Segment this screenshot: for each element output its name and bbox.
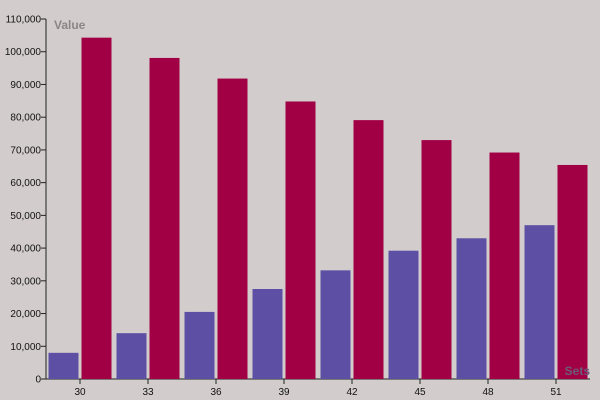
y-tick-label: 80,000 <box>10 113 41 124</box>
y-tick-label: 10,000 <box>10 342 41 353</box>
bar-series-2 <box>217 78 248 380</box>
y-tick-label: 60,000 <box>10 178 41 189</box>
x-tick-label: 30 <box>74 387 86 398</box>
bar-series-2 <box>149 57 180 379</box>
x-axis-title: Sets <box>565 364 591 378</box>
bar-series-2 <box>421 140 452 379</box>
y-axis: 0 10,000 20,000 30,000 40,000 50,000 60,000 70,… <box>5 15 47 386</box>
bar-series-2 <box>285 101 316 380</box>
y-tick-label: 40,000 <box>10 244 41 255</box>
bar-series-1 <box>116 333 147 379</box>
bar-series-1 <box>456 238 487 379</box>
bar-series-1 <box>320 270 351 379</box>
y-tick-label: 0 <box>35 375 41 386</box>
y-axis-title: Value <box>54 18 86 32</box>
bar-series-2 <box>489 152 520 379</box>
x-tick-label: 33 <box>142 387 154 398</box>
y-tick-label: 110,000 <box>6 15 42 26</box>
bar-series-1 <box>524 225 555 379</box>
x-tick-label: 45 <box>414 387 426 398</box>
y-tick-label: 20,000 <box>10 309 41 320</box>
x-axis: 30 33 36 39 42 45 48 51 <box>46 378 590 398</box>
bar-series-2 <box>81 37 112 380</box>
x-tick-label: 51 <box>550 387 562 398</box>
x-tick-label: 39 <box>278 387 290 398</box>
bar-series-1 <box>388 250 419 379</box>
y-tick-label: 70,000 <box>10 145 41 156</box>
y-tick-label: 50,000 <box>10 211 41 222</box>
bar-series-1 <box>48 352 79 379</box>
x-tick-label: 36 <box>210 387 222 398</box>
bar-series-2 <box>557 164 588 379</box>
y-tick-label: 90,000 <box>10 80 41 91</box>
bars <box>48 37 588 380</box>
bar-series-1 <box>252 289 283 379</box>
x-tick-label: 48 <box>482 387 494 398</box>
x-tick-label: 42 <box>346 387 358 398</box>
y-tick-label: 100,000 <box>5 47 42 58</box>
bar-series-1 <box>184 311 215 379</box>
y-tick-label: 30,000 <box>10 276 41 287</box>
bar-series-2 <box>353 120 384 380</box>
